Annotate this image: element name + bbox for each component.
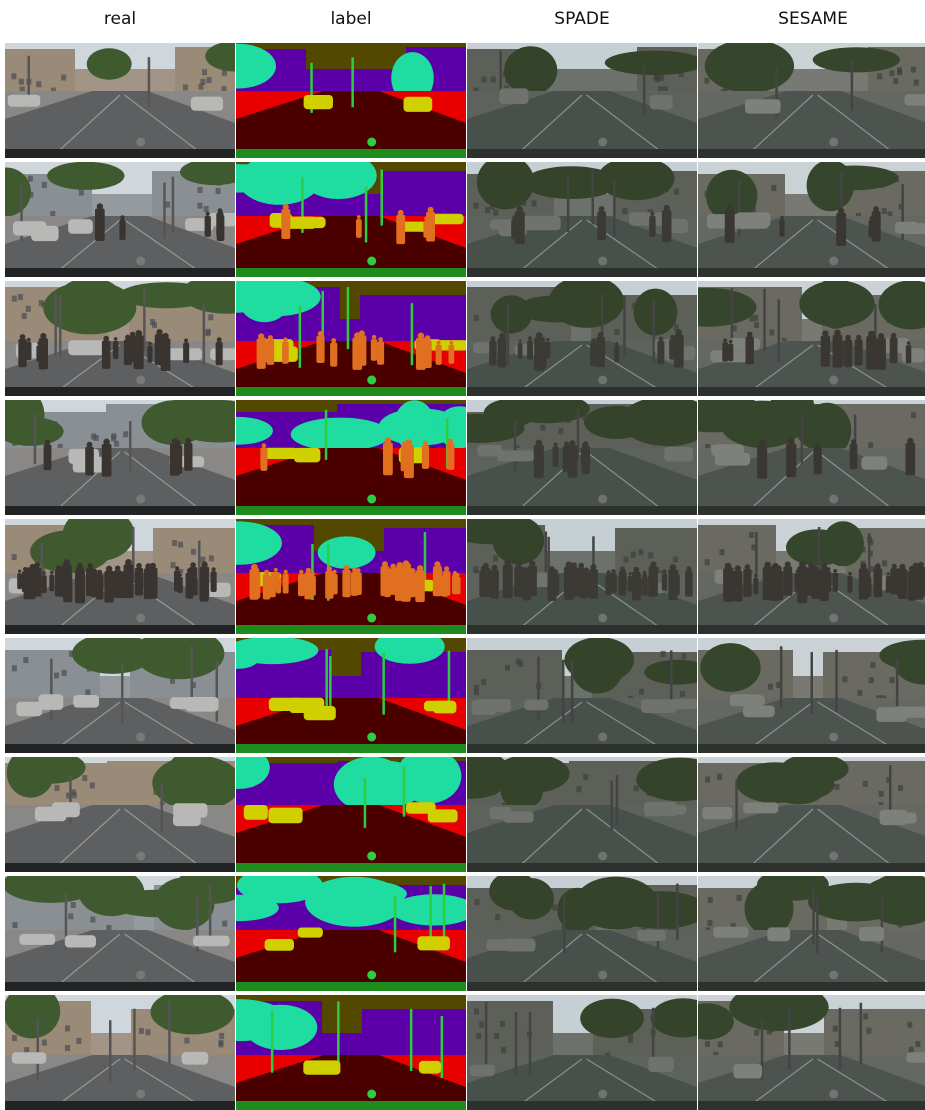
column-header-sesame: SESAME bbox=[778, 9, 848, 29]
image-spade-row-7 bbox=[467, 757, 697, 872]
image-spade-row-1 bbox=[467, 43, 697, 158]
real-scene bbox=[5, 400, 235, 515]
sesame-scene bbox=[698, 43, 925, 158]
spade-scene bbox=[467, 757, 697, 872]
image-label-row-2 bbox=[236, 162, 466, 277]
image-sesame-row-5 bbox=[698, 519, 925, 634]
image-sesame-row-8 bbox=[698, 876, 925, 991]
image-spade-row-5 bbox=[467, 519, 697, 634]
image-spade-row-6 bbox=[467, 638, 697, 753]
image-label-row-6 bbox=[236, 638, 466, 753]
sesame-scene bbox=[698, 638, 925, 753]
image-sesame-row-9 bbox=[698, 995, 925, 1110]
spade-scene bbox=[467, 519, 697, 634]
image-sesame-row-2 bbox=[698, 162, 925, 277]
sesame-scene bbox=[698, 519, 925, 634]
image-real-row-1 bbox=[5, 43, 235, 158]
spade-scene bbox=[467, 876, 697, 991]
image-spade-row-9 bbox=[467, 995, 697, 1110]
image-real-row-3 bbox=[5, 281, 235, 396]
real-scene bbox=[5, 757, 235, 872]
image-sesame-row-6 bbox=[698, 638, 925, 753]
sesame-scene bbox=[698, 162, 925, 277]
real-scene bbox=[5, 43, 235, 158]
spade-scene bbox=[467, 162, 697, 277]
image-real-row-7 bbox=[5, 757, 235, 872]
image-label-row-5 bbox=[236, 519, 466, 634]
column-header-real: real bbox=[103, 9, 137, 29]
real-scene bbox=[5, 519, 235, 634]
real-scene bbox=[5, 281, 235, 396]
image-spade-row-8 bbox=[467, 876, 697, 991]
image-spade-row-4 bbox=[467, 400, 697, 515]
label-scene bbox=[236, 43, 466, 158]
image-real-row-4 bbox=[5, 400, 235, 515]
spade-scene bbox=[467, 400, 697, 515]
spade-scene bbox=[467, 995, 697, 1110]
label-scene bbox=[236, 638, 466, 753]
real-scene bbox=[5, 162, 235, 277]
label-scene bbox=[236, 162, 466, 277]
image-label-row-8 bbox=[236, 876, 466, 991]
image-label-row-7 bbox=[236, 757, 466, 872]
label-scene bbox=[236, 400, 466, 515]
label-scene bbox=[236, 757, 466, 872]
real-scene bbox=[5, 995, 235, 1110]
sesame-scene bbox=[698, 281, 925, 396]
image-sesame-row-1 bbox=[698, 43, 925, 158]
column-header-spade: SPADE bbox=[554, 9, 610, 29]
image-label-row-9 bbox=[236, 995, 466, 1110]
image-real-row-2 bbox=[5, 162, 235, 277]
image-real-row-6 bbox=[5, 638, 235, 753]
spade-scene bbox=[467, 281, 697, 396]
label-scene bbox=[236, 519, 466, 634]
label-scene bbox=[236, 876, 466, 991]
image-spade-row-3 bbox=[467, 281, 697, 396]
image-real-row-9 bbox=[5, 995, 235, 1110]
image-label-row-1 bbox=[236, 43, 466, 158]
label-scene bbox=[236, 995, 466, 1110]
real-scene bbox=[5, 876, 235, 991]
sesame-scene bbox=[698, 995, 925, 1110]
image-sesame-row-4 bbox=[698, 400, 925, 515]
label-scene bbox=[236, 281, 466, 396]
image-real-row-8 bbox=[5, 876, 235, 991]
image-spade-row-2 bbox=[467, 162, 697, 277]
sesame-scene bbox=[698, 876, 925, 991]
image-label-row-3 bbox=[236, 281, 466, 396]
image-sesame-row-7 bbox=[698, 757, 925, 872]
sesame-scene bbox=[698, 400, 925, 515]
spade-scene bbox=[467, 638, 697, 753]
column-header-label: label bbox=[330, 9, 372, 29]
image-real-row-5 bbox=[5, 519, 235, 634]
image-sesame-row-3 bbox=[698, 281, 925, 396]
sesame-scene bbox=[698, 757, 925, 872]
spade-scene bbox=[467, 43, 697, 158]
image-label-row-4 bbox=[236, 400, 466, 515]
real-scene bbox=[5, 638, 235, 753]
